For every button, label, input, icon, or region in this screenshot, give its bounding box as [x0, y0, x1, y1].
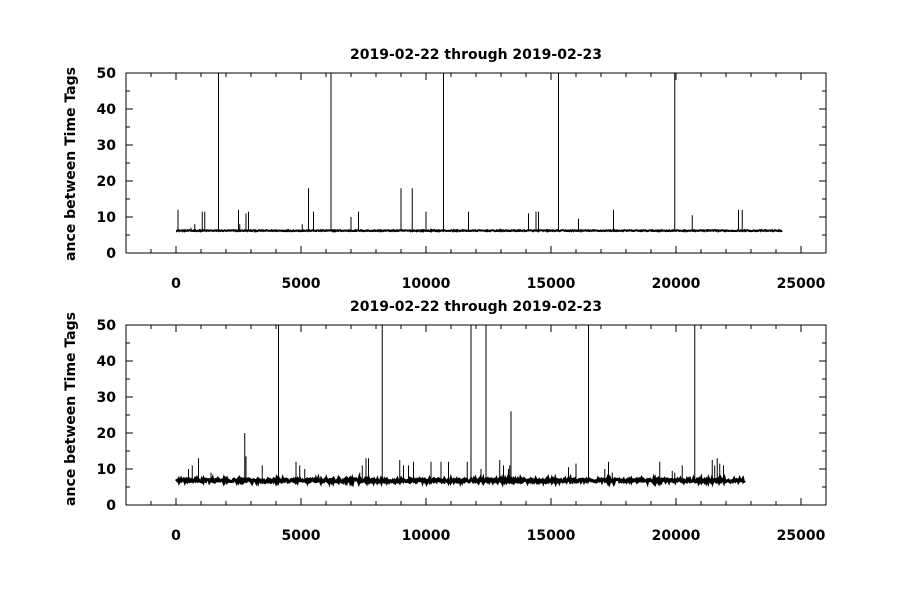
series-baseline [175, 473, 746, 488]
y-axis-label: ance between Time Tags [63, 312, 79, 506]
x-tick-label: 5000 [282, 276, 321, 292]
x-tick-label: 20000 [652, 528, 701, 544]
y-tick-label: 30 [97, 138, 117, 154]
plot-frame [125, 72, 827, 254]
y-tick-label: 30 [97, 390, 117, 406]
series-baseline [176, 228, 783, 233]
y-tick-label: 10 [97, 210, 117, 226]
chart-panel-bottom: 2019-02-22 through 2019-02-23 ance betwe… [63, 299, 827, 544]
y-tick-label: 50 [97, 318, 117, 334]
x-tick-label: 0 [171, 528, 181, 544]
x-tick-label: 15000 [527, 528, 576, 544]
x-tick-label: 0 [171, 276, 181, 292]
y-tick-label: 50 [97, 66, 117, 82]
y-tick-label: 0 [106, 498, 116, 514]
x-tick-label: 10000 [402, 276, 451, 292]
y-axis-label: ance between Time Tags [63, 67, 79, 261]
x-tick-label: 25000 [777, 528, 826, 544]
x-tick-label: 10000 [402, 528, 451, 544]
x-tick-label: 20000 [652, 276, 701, 292]
x-tick-label: 5000 [282, 528, 321, 544]
y-tick-label: 10 [97, 462, 117, 478]
y-tick-label: 20 [97, 174, 117, 190]
chart-panel-top: 2019-02-22 through 2019-02-23 ance betwe… [63, 47, 827, 292]
chart-title: 2019-02-22 through 2019-02-23 [350, 299, 602, 315]
y-tick-label: 0 [106, 246, 116, 262]
x-tick-label: 15000 [527, 276, 576, 292]
y-tick-label: 20 [97, 426, 117, 442]
y-tick-label: 40 [97, 102, 117, 118]
chart-title: 2019-02-22 through 2019-02-23 [350, 47, 602, 63]
x-tick-label: 25000 [777, 276, 826, 292]
y-tick-label: 40 [97, 354, 117, 370]
